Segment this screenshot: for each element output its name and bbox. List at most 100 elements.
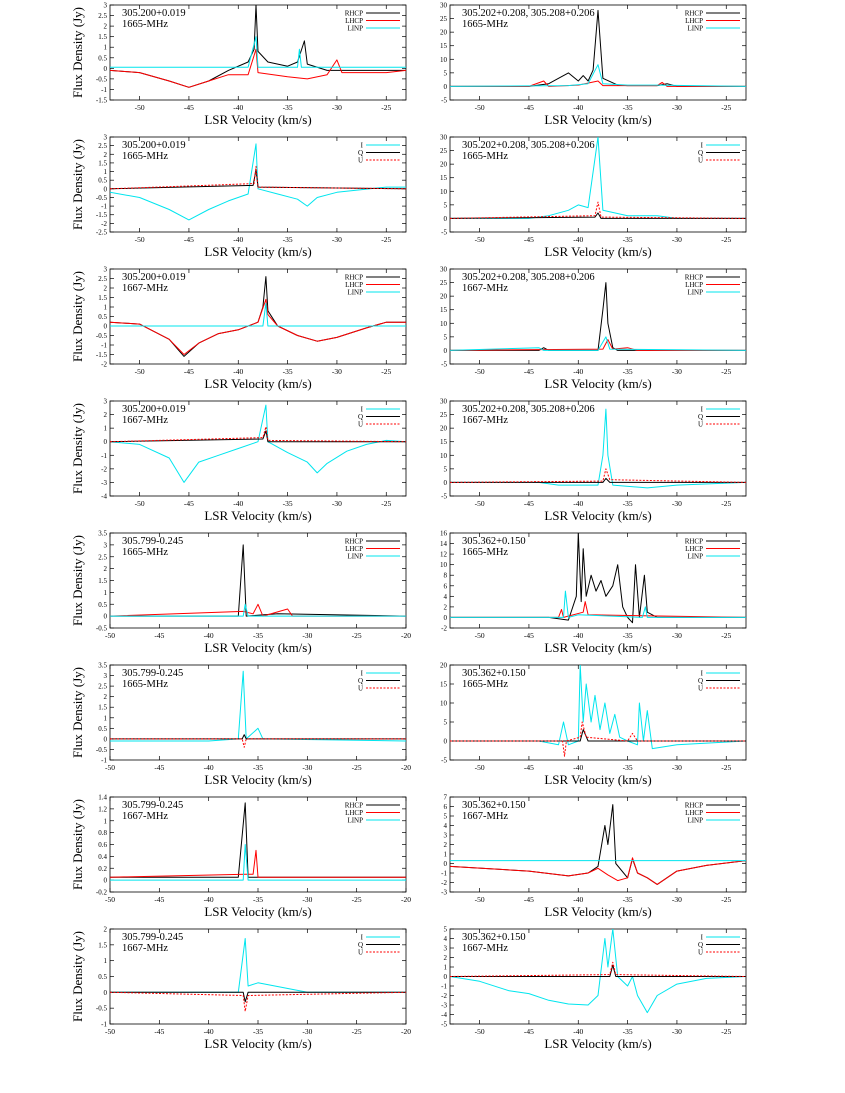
x-tick-label: -40 xyxy=(573,103,583,112)
x-tick-label: -30 xyxy=(332,235,342,244)
plot-frame xyxy=(109,928,407,1025)
legend-label: LINP xyxy=(687,25,703,33)
x-tick-label: -30 xyxy=(302,895,312,904)
y-tick-label: 0 xyxy=(104,65,108,73)
spectrum-panel: -50 -45 -40 -35 -30 -25-505101520IQU305.362+0… xyxy=(440,662,747,787)
legend-label: U xyxy=(358,685,363,693)
y-tick-label: 3 xyxy=(104,398,108,406)
y-tick-label: 0 xyxy=(104,613,108,621)
y-tick-label: 1.5 xyxy=(98,577,107,585)
series-line-lhcp xyxy=(110,849,406,878)
plot-frame xyxy=(109,400,407,497)
spectrum-panel: -50 -45 -40 -35 -30 -25-5051015202530IQU305.2… xyxy=(440,134,747,259)
series-line-rhcp xyxy=(450,533,746,624)
y-tick-label: 15 xyxy=(440,681,448,689)
source-label: 305.362+0.150 xyxy=(462,668,526,679)
x-tick-label: -40 xyxy=(573,763,583,772)
x-tick-label: -50 xyxy=(475,763,485,772)
series-group xyxy=(450,9,746,87)
frequency-label: 1665-MHz xyxy=(122,679,168,690)
y-tick-label: 0.5 xyxy=(98,177,107,185)
x-axis-label: LSR Velocity (km/s) xyxy=(204,244,311,259)
source-label: 305.200+0.019 xyxy=(122,140,186,151)
spectrum-panel: -50 -45 -40 -35 -30 -25 -20 -1 -0.5 0 0.5 1 1.5 2 IQU 3… xyxy=(70,926,411,1052)
x-tick-label: -40 xyxy=(573,895,583,904)
plot-frame xyxy=(109,664,407,761)
legend-label: LINP xyxy=(687,553,703,561)
legend-label: LHCP xyxy=(685,809,703,817)
plot-frame xyxy=(449,532,747,629)
x-tick-label: -25 xyxy=(721,367,731,376)
y-tick-label: 0 xyxy=(104,877,108,885)
source-label: 305.799-0.245 xyxy=(122,668,183,679)
series-group xyxy=(110,802,406,881)
series-line-lhcp xyxy=(450,601,746,618)
y-tick-label: 1.5 xyxy=(98,159,107,167)
spectrum-panel: -50 -45 -40 -35 -30 -25 -4 -3 -2 -1 0 1 2 3 IQU 305.200… xyxy=(70,398,407,523)
frequency-label: 1665-MHz xyxy=(462,19,508,30)
y-tick-label: 2 xyxy=(104,411,108,419)
plot-frame xyxy=(449,796,747,893)
series-group xyxy=(450,929,746,1014)
x-tick-label: -40 xyxy=(204,895,214,904)
y-tick-label: -2.5 xyxy=(96,229,108,237)
x-tick-label: -30 xyxy=(672,763,682,772)
y-tick-label: 0.5 xyxy=(98,54,107,62)
y-tick-label: 0 xyxy=(444,83,448,91)
legend-label: I xyxy=(361,142,364,150)
legend-label: I xyxy=(701,142,704,150)
y-axis-label: Flux Density (Jy) xyxy=(70,535,85,626)
y-tick-label: 1.5 xyxy=(98,704,107,712)
y-tick-label: -3 xyxy=(441,889,447,897)
y-tick-label: -1 xyxy=(101,203,107,211)
x-tick-label: -25 xyxy=(381,367,391,376)
source-label: 305.202+0.208, 305.208+0.206 xyxy=(462,404,595,415)
series-line-q xyxy=(450,964,746,977)
frequency-label: 1667-MHz xyxy=(462,283,508,294)
x-tick-label: -30 xyxy=(672,499,682,508)
series-line-linp xyxy=(450,336,746,351)
x-tick-label: -35 xyxy=(283,103,293,112)
y-tick-label: -5 xyxy=(441,229,447,237)
x-tick-label: -35 xyxy=(253,895,263,904)
y-tick-label: 0 xyxy=(444,479,448,487)
y-tick-label: 2 xyxy=(104,23,108,31)
series-line-u xyxy=(110,165,406,190)
series-line-q xyxy=(450,212,746,219)
x-tick-label: -45 xyxy=(184,235,194,244)
y-tick-label: -2 xyxy=(441,992,447,1000)
y-tick-label: 10 xyxy=(440,561,448,569)
plot-frame xyxy=(109,532,407,629)
legend-label: LHCP xyxy=(685,545,703,553)
y-tick-label: 0.5 xyxy=(98,973,107,981)
source-label: 305.200+0.019 xyxy=(122,8,186,19)
x-tick-label: -40 xyxy=(573,367,583,376)
y-axis-label: Flux Density (Jy) xyxy=(70,7,85,98)
x-tick-label: -35 xyxy=(623,499,633,508)
x-tick-label: -35 xyxy=(253,763,263,772)
y-tick-label: 1.5 xyxy=(98,941,107,949)
y-tick-label: -3 xyxy=(101,479,107,487)
series-line-q xyxy=(450,477,746,483)
series-line-u xyxy=(450,468,746,483)
y-tick-label: 0.4 xyxy=(98,853,107,861)
y-tick-label: 3.5 xyxy=(98,530,107,538)
series-line-lhcp xyxy=(450,80,746,87)
legend-label: I xyxy=(701,406,704,414)
x-tick-label: -40 xyxy=(573,1027,583,1036)
series-line-linp xyxy=(110,844,406,881)
y-tick-label: 0 xyxy=(444,860,448,868)
source-label: 305.362+0.150 xyxy=(462,932,526,943)
y-tick-label: 2 xyxy=(104,693,108,701)
source-label: 305.362+0.150 xyxy=(462,536,526,547)
y-tick-label: 4 xyxy=(444,935,448,943)
y-tick-label: 0 xyxy=(104,438,108,446)
y-tick-label: 2 xyxy=(104,926,108,934)
y-tick-label: -1 xyxy=(441,870,447,878)
series-group xyxy=(110,544,406,617)
y-tick-label: 10 xyxy=(440,452,448,460)
y-tick-label: 1 xyxy=(104,304,108,312)
y-tick-label: 30 xyxy=(440,398,448,406)
y-tick-label: 1 xyxy=(104,714,108,722)
